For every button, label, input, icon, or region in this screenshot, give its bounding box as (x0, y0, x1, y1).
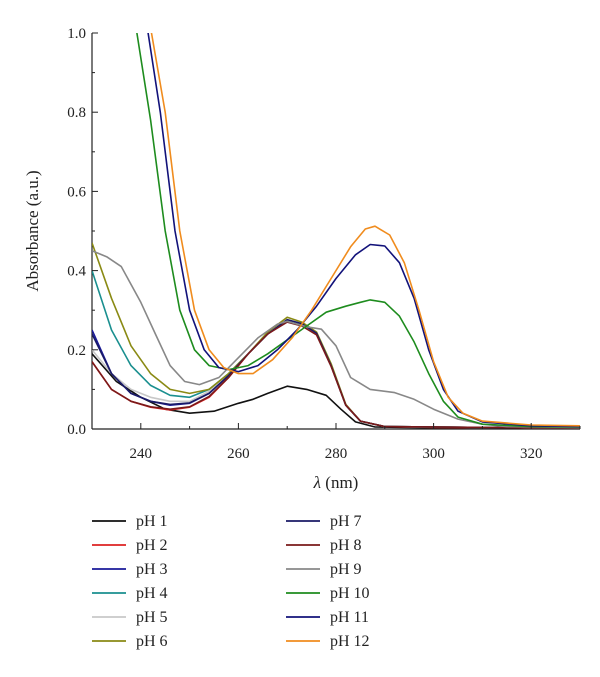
x-axis-title: λ (nm) (313, 473, 359, 492)
tick-labels-layer: 0.0 0.2 0.4 0.6 0.8 1.0 240 260 280 300 320 (67, 26, 581, 462)
legend-label: pH 4 (136, 585, 168, 602)
x-tick-label: 300 (422, 446, 445, 462)
x-axis-unit: (nm) (321, 473, 358, 492)
y-tick-label: 0.0 (67, 422, 86, 438)
y-tick-label: 0.4 (67, 264, 86, 280)
series-layer (92, 33, 580, 429)
y-tick-label: 1.0 (67, 26, 86, 42)
legend-label: pH 5 (136, 609, 168, 626)
legend-label: pH 9 (330, 561, 362, 578)
series-line-ph1 (92, 353, 580, 429)
y-axis-title: Absorbance (a.u.) (23, 170, 42, 291)
legend-label: pH 12 (330, 633, 370, 650)
legend-label: pH 10 (330, 585, 370, 602)
x-axis-symbol: λ (313, 473, 321, 492)
x-tick-label: 260 (227, 446, 250, 462)
legend-label: pH 11 (330, 609, 369, 626)
series-line-ph5 (92, 319, 580, 429)
series-line-ph2 (92, 320, 580, 429)
x-tick-label: 320 (520, 446, 543, 462)
y-tick-label: 0.8 (67, 105, 86, 121)
series-line-ph10 (136, 33, 580, 428)
legend-label: pH 1 (136, 513, 168, 530)
series-line-ph12 (150, 33, 580, 427)
x-tick-label: 240 (130, 446, 153, 462)
legend-label: pH 8 (330, 537, 362, 554)
series-line-ph8 (92, 321, 580, 429)
legend-label: pH 3 (136, 561, 168, 578)
legend-label: pH 2 (136, 537, 168, 554)
y-tick-label: 0.2 (67, 343, 86, 359)
series-line-ph7 (92, 318, 580, 429)
legend-label: pH 6 (136, 633, 168, 650)
legend-label: pH 7 (330, 513, 362, 530)
x-tick-label: 280 (325, 446, 348, 462)
y-tick-label: 0.6 (67, 184, 86, 200)
legend: pH 1 pH 2 pH 3 pH 4 pH 5 pH 6 pH 7 pH 8 pH 9 pH 1… (92, 513, 370, 650)
series-line-ph9 (92, 250, 580, 429)
series-line-ph3 (92, 319, 580, 429)
